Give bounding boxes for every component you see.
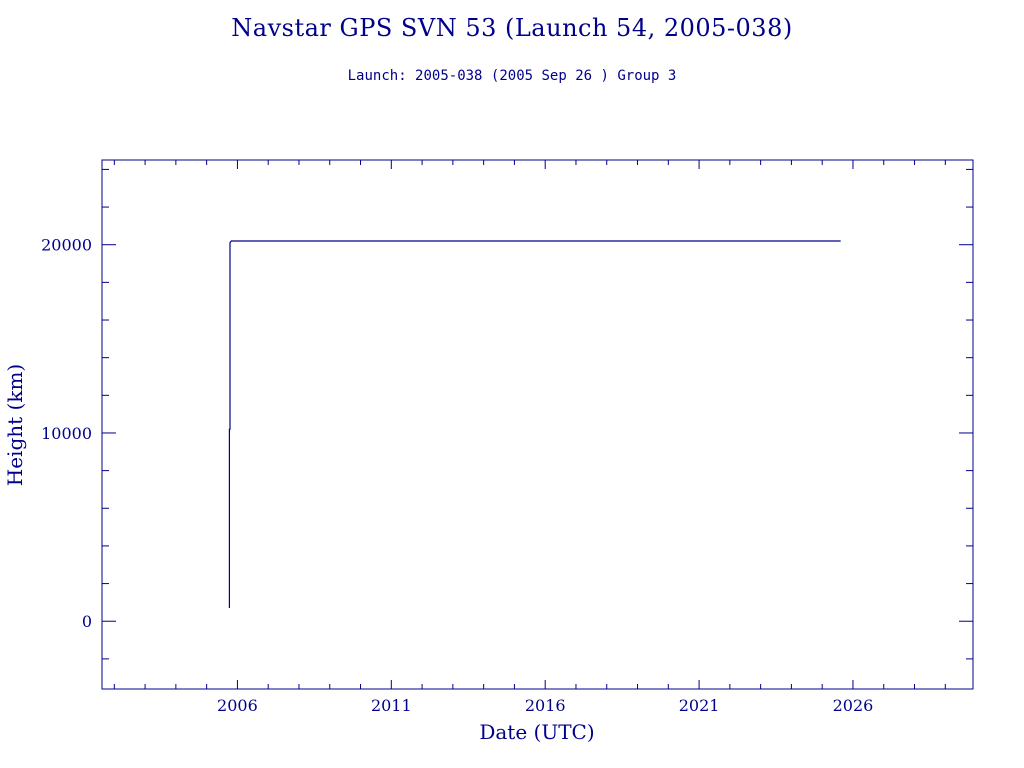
y-tick-label: 0 (82, 612, 92, 631)
x-tick-label: 2016 (525, 696, 566, 715)
plot-frame (101, 159, 974, 690)
y-axis-label: Height (km) (3, 364, 27, 486)
x-axis-label: Date (UTC) (479, 720, 594, 744)
y-tick-label: 10000 (41, 424, 92, 443)
x-tick-label: 2011 (371, 696, 412, 715)
chart-title: Navstar GPS SVN 53 (Launch 54, 2005-038) (231, 14, 793, 42)
series-line (228, 240, 841, 608)
x-tick-label: 2026 (833, 696, 874, 715)
axis-ticks: 2006 2011 2016 2021 2026 0 10000 20000 (41, 160, 973, 715)
y-tick-label: 20000 (41, 236, 92, 255)
series-group (228, 240, 841, 608)
x-tick-label: 2006 (217, 696, 258, 715)
chart-subtitle: Launch: 2005-038 (2005 Sep 26 ) Group 3 (347, 68, 677, 84)
x-tick-label: 2021 (679, 696, 720, 715)
